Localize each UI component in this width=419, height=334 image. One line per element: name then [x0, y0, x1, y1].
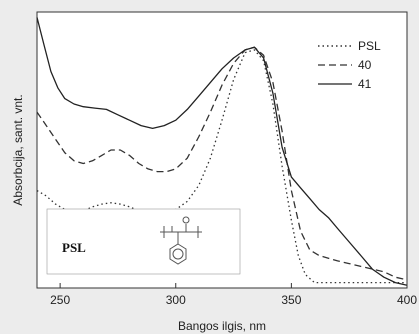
x-tick-label-350: 350: [281, 293, 301, 307]
inset-label: PSL: [62, 240, 86, 255]
x-tick-label-250: 250: [50, 293, 70, 307]
legend-label-41: 41: [358, 77, 372, 91]
inset-background: [46, 208, 241, 275]
legend-label-40: 40: [358, 58, 372, 72]
series-layer: [36, 17, 408, 286]
series-line-41: [36, 17, 408, 286]
styrene-structure-icon: [160, 216, 202, 265]
x-axis-title: Bangos ilgis, nm: [178, 319, 266, 333]
legend-label-psl: PSL: [358, 39, 381, 53]
x-tick-label-300: 300: [166, 293, 186, 307]
x-ticks: 250 300 350 400: [50, 283, 417, 307]
y-axis-title: Absorbcija, sant. vnt.: [11, 94, 25, 205]
legend: PSL 40 41: [318, 39, 381, 91]
x-tick-label-400: 400: [397, 293, 417, 307]
inset-structure-box: PSL: [46, 208, 241, 275]
series-line-40: [36, 46, 408, 281]
